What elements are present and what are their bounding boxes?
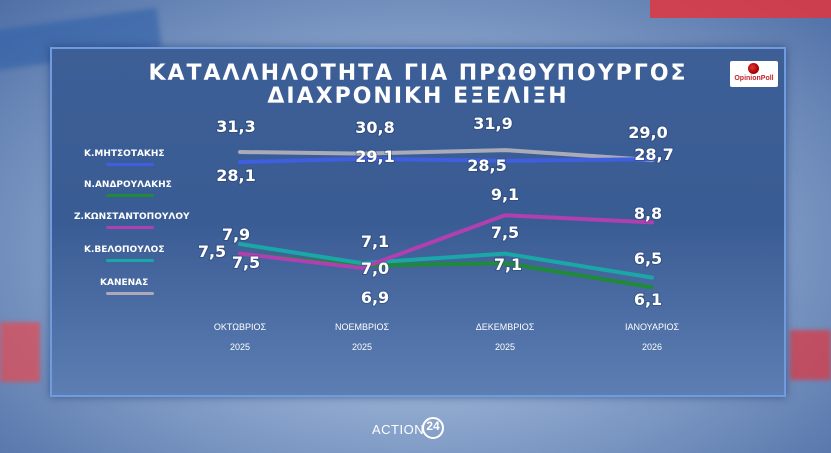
data-label: 6,9	[361, 288, 389, 307]
background-red-shape	[650, 0, 831, 18]
chart-panel	[50, 47, 786, 397]
legend-label: ΚΑΝΕΝΑΣ	[100, 278, 149, 288]
data-label: 31,9	[473, 114, 512, 133]
data-label: 7,9	[222, 225, 250, 244]
series-line-4	[238, 242, 654, 280]
x-tick-month: ΙΑΝΟΥΑΡΙΟΣ	[625, 322, 680, 332]
action24-logo-ring	[422, 417, 444, 439]
data-label: 7,5	[198, 242, 226, 261]
action24-logo-number: 24	[426, 419, 440, 433]
data-label: 6,5	[634, 249, 662, 268]
legend-label: Ζ.ΚΩΝΣΤΑΝΤΟΠΟΥΛΟΥ	[74, 212, 190, 222]
data-label: 28,7	[634, 145, 673, 164]
data-label: 7,5	[232, 253, 260, 272]
x-tick-year: 2025	[352, 342, 372, 352]
chart-subtitle: ΔΙΑΧΡΟΝΙΚΗ ΕΞΕΛΙΞΗ	[267, 84, 569, 109]
data-label: 31,3	[216, 117, 255, 136]
x-tick-month: ΔΕΚΕΜΒΡΙΟΣ	[476, 322, 535, 332]
legend-label: Κ.ΜΗΤΣΟΤΑΚΗΣ	[84, 149, 165, 159]
series-line-5	[238, 148, 654, 163]
data-label: 6,1	[634, 290, 662, 309]
data-label: 7,0	[361, 259, 389, 278]
series-line-1	[238, 156, 654, 164]
data-label: 29,1	[355, 147, 394, 166]
legend-label: Κ.ΒΕΛΟΠΟΥΛΟΣ	[84, 245, 165, 255]
x-tick-month: ΝΟΕΜΒΡΙΟΣ	[335, 322, 390, 332]
x-tick-month: ΟΚΤΩΒΡΙΟΣ	[214, 322, 267, 332]
x-tick-year: 2025	[230, 342, 250, 352]
opinion-poll-logo-icon	[748, 63, 759, 74]
data-label: 28,5	[467, 156, 506, 175]
data-label: 7,5	[491, 223, 519, 242]
data-label: 8,8	[634, 204, 662, 223]
data-label: 9,1	[491, 185, 519, 204]
opinion-poll-logo-text: OpinionPoll	[734, 75, 774, 82]
data-label: 7,1	[494, 255, 522, 274]
data-label: 28,1	[216, 166, 255, 185]
legend-swatch	[106, 194, 154, 197]
x-tick-year: 2025	[495, 342, 515, 352]
legend-swatch	[106, 292, 154, 295]
background-red-shape	[0, 322, 40, 382]
data-label: 7,1	[361, 232, 389, 251]
series-line-3	[238, 213, 654, 270]
data-label: 30,8	[355, 118, 394, 137]
legend-swatch	[106, 259, 154, 262]
background-red-shape	[790, 330, 831, 380]
legend-swatch	[106, 226, 154, 229]
legend-swatch	[106, 163, 154, 166]
action24-logo-text: ACTION	[372, 422, 425, 437]
legend-label: Ν.ΑΝΔΡΟΥΛΑΚΗΣ	[84, 180, 172, 190]
data-label: 29,0	[628, 123, 667, 142]
chart-title: ΚΑΤΑΛΛΗΛΟΤΗΤΑ ΓΙΑ ΠΡΩΘΥΠΟΥΡΓΟΣ	[148, 61, 688, 86]
x-tick-year: 2026	[642, 342, 662, 352]
opinion-poll-logo: OpinionPoll	[730, 61, 778, 87]
